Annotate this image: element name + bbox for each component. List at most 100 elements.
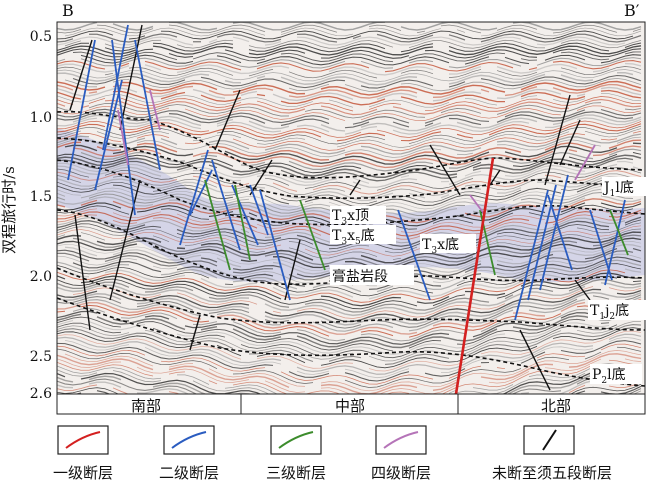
horizon-t1j2-mid: j (603, 303, 609, 319)
horizon-t3xbase-base: T (422, 237, 432, 253)
fault-line (469, 194, 486, 216)
region-north: 北部 (541, 397, 571, 415)
horizon-label-t3x5-base: T3x5底 (330, 225, 396, 247)
horizon-salt-text: 膏盐岩段 (332, 268, 388, 285)
horizon-t3x5-sub: 3 (341, 237, 347, 247)
horizon-t1j2-base: T (590, 303, 600, 319)
fault-line (179, 149, 209, 246)
fault-line (249, 184, 269, 236)
horizon-t1j2-after: 底 (615, 303, 629, 319)
legend-swatch-black-fault (542, 429, 557, 451)
fault-line (299, 199, 326, 271)
y-tick-label: 2.0 (30, 269, 52, 285)
fault-line (539, 174, 569, 291)
horizon-j1-base: J (602, 180, 610, 196)
legend-item-second-order-fault: 二级断层 (159, 425, 219, 482)
fault-line (102, 24, 129, 151)
profile-end-label: B′ (624, 1, 640, 20)
horizon-labels: J1l底 T3x顶 T3x5底 T3x底 膏盐岩段 (330, 177, 646, 386)
legend-label: 三级断层 (266, 464, 326, 482)
horizon-p2l-base: P (592, 367, 601, 383)
legend-label: 四级断层 (371, 464, 431, 482)
fault-line (69, 39, 93, 111)
fault-line (454, 157, 495, 394)
horizon-t1j2-sub2: 2 (609, 312, 615, 322)
fault-line (94, 79, 123, 191)
horizon-t3xtop-sub: 3 (341, 217, 347, 227)
horizon-t3x5-after: 底 (361, 228, 375, 244)
fault-line (544, 94, 571, 186)
fault-line (189, 169, 213, 216)
fault-line (559, 119, 581, 166)
horizon-label-t1j2: T1j2底 (588, 300, 646, 322)
fault-line (397, 209, 431, 301)
horizon-t3x5-base: T (332, 228, 342, 244)
svg-text:J1l底: J1l底 (602, 180, 634, 199)
fault-line (349, 179, 361, 196)
fault-line (149, 89, 161, 131)
svg-text:P2l底: P2l底 (592, 367, 626, 386)
horizon-p2l-after: l底 (607, 367, 625, 383)
legend-item-first-order-fault: 一级断层 (53, 425, 113, 482)
fault-line (109, 179, 141, 301)
interpreted-horizon-line (57, 137, 645, 199)
y-axis-ticks: 0.5 1.0 1.5 2.0 2.5 2.6 (30, 29, 52, 402)
legend-label: 一级断层 (53, 464, 113, 482)
horizon-t1j2-sub: 1 (599, 312, 605, 322)
fault-line (574, 144, 596, 181)
horizon-p2l-sub: 2 (601, 376, 607, 386)
fault-line (547, 194, 573, 271)
horizon-t3xtop-after: x顶 (347, 208, 369, 224)
y-tick-label: 1.5 (30, 189, 52, 205)
y-tick-label: 2.6 (30, 386, 52, 402)
fault-line (67, 39, 96, 181)
fault-line (604, 199, 626, 286)
svg-text:T1j2底: T1j2底 (590, 303, 629, 322)
fault-line (234, 184, 251, 261)
horizon-j1-sub: 1 (610, 189, 616, 199)
interpreted-horizon-line (57, 209, 645, 286)
legend-item-fourth-order-fault: 四级断层 (371, 425, 431, 482)
fault-line (519, 329, 551, 391)
horizon-label-salt: 膏盐岩段 (330, 265, 414, 285)
region-strip: 南部 中部 北部 (56, 393, 646, 415)
legend-label: 二级断层 (159, 464, 219, 482)
legend-swatch-purple-fault (383, 431, 419, 449)
fault-line (249, 159, 273, 196)
salt-layer-band (57, 128, 645, 283)
y-tick-label: 1.0 (30, 110, 52, 126)
horizon-t3x5-mid: x (347, 228, 355, 244)
region-south: 南部 (131, 397, 161, 415)
horizon-t3xbase-sub: 3 (431, 246, 437, 256)
y-axis-label: 双程旅行时/s (0, 166, 18, 254)
horizon-t3x5-sub2: 5 (355, 237, 361, 247)
seismic-section (57, 22, 645, 394)
legend-swatch-green-fault (278, 431, 314, 449)
fault-line (117, 109, 129, 166)
legend-label: 未断至须五段断层 (492, 464, 612, 482)
horizon-label-t3x-base: T3x底 (420, 234, 476, 256)
fault-line (111, 39, 136, 216)
fault-line (609, 209, 629, 256)
horizon-j1-after: l底 (615, 180, 633, 196)
horizon-label-j1: J1l底 (602, 177, 646, 199)
svg-text:T3x5底: T3x5底 (332, 228, 375, 247)
fault-line (574, 279, 591, 301)
fault-line (189, 314, 201, 351)
fault-line (259, 189, 291, 301)
y-tick-label: 2.5 (30, 349, 52, 365)
svg-text:T3x底: T3x底 (422, 237, 459, 256)
horizon-label-p2l: P2l底 (590, 364, 642, 386)
fault-line (214, 89, 241, 151)
legend-item-third-order-fault: 三级断层 (266, 425, 326, 482)
interpreted-horizon-line (57, 267, 645, 331)
y-tick-label: 0.5 (30, 29, 52, 45)
svg-text:T3x顶: T3x顶 (332, 208, 369, 227)
fault-line (211, 159, 241, 251)
fault-line (514, 189, 549, 321)
legend: 一级断层 二级断层 三级断层 四级断层 未断至须五段断层 (53, 425, 612, 482)
region-central: 中部 (335, 397, 365, 415)
fault-line (74, 214, 91, 331)
fault-line (204, 179, 231, 271)
